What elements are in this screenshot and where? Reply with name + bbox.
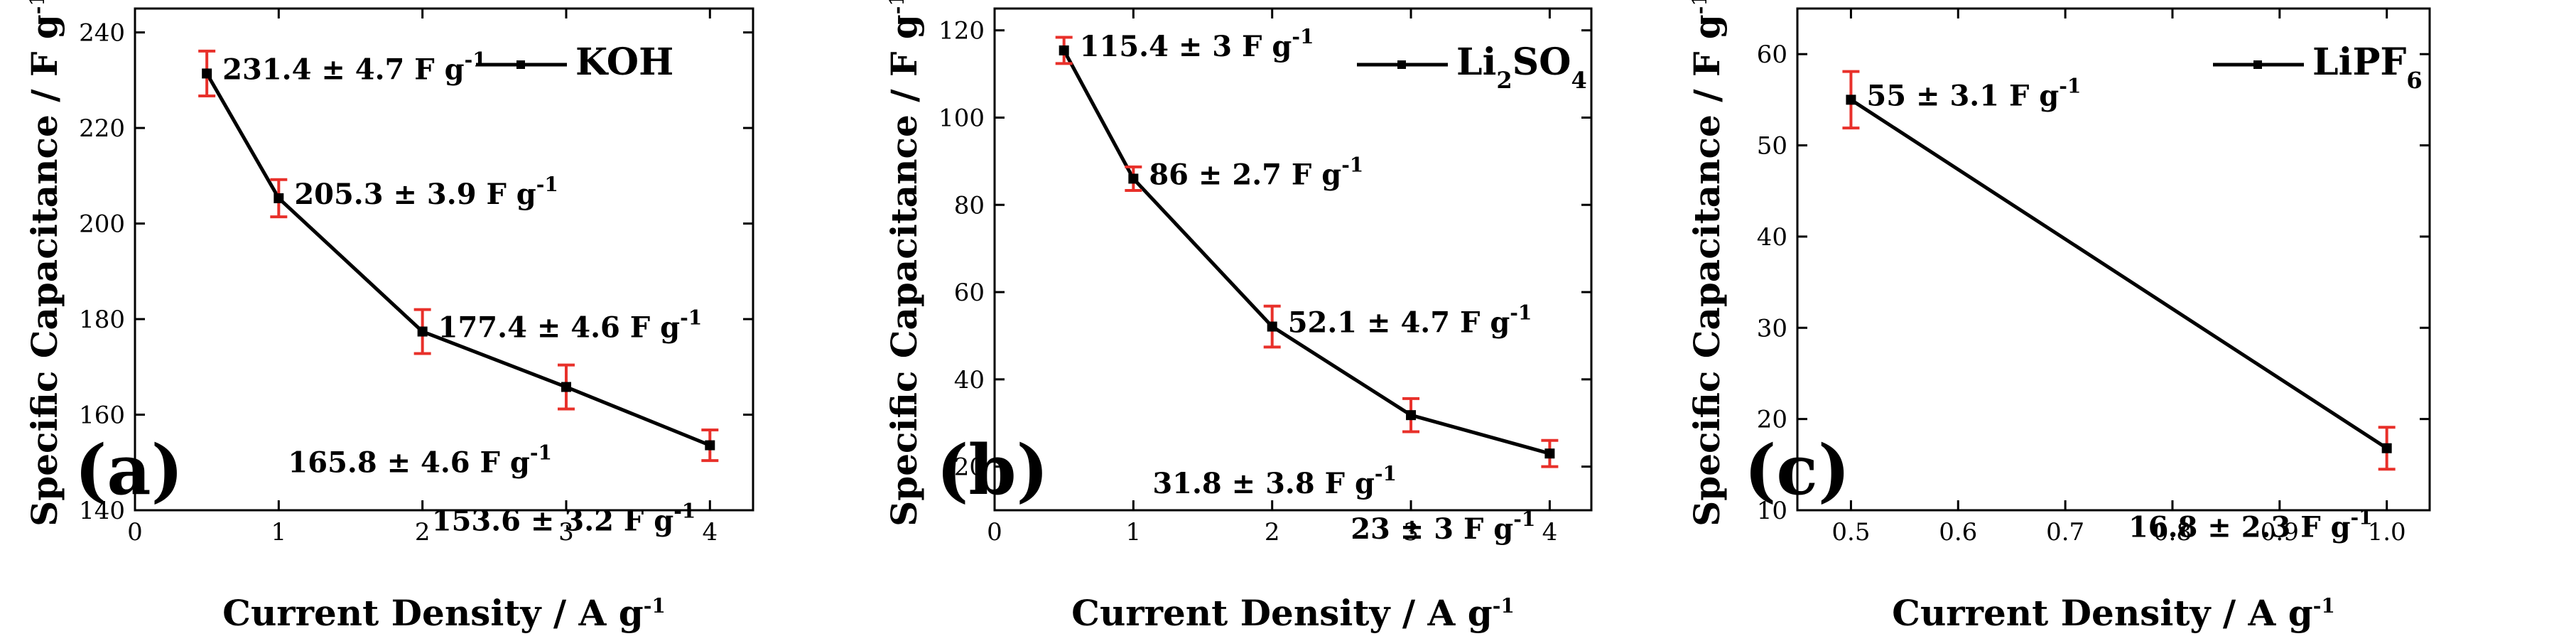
series-line: [1062, 49, 1551, 456]
data-label: 31.8 ± 3.8 F g-1: [1152, 462, 1397, 500]
x-axis-title: Current Density / A g-1: [1892, 592, 2335, 634]
legend-label: Li2SO4: [1456, 41, 1587, 94]
data-point: [1544, 448, 1555, 459]
data-label: 205.3 ± 3.9 F g-1: [294, 173, 558, 211]
x-tick-label: 2: [1265, 518, 1280, 546]
x-tick-label: 0: [127, 518, 143, 546]
plot-frame: [134, 7, 754, 512]
x-tick-label: 0.9: [2261, 518, 2299, 546]
data-point: [1846, 95, 1856, 105]
plot-frame: [993, 7, 1593, 512]
y-tick-label: 50: [1757, 132, 1787, 161]
x-tick-label: 2: [415, 518, 431, 546]
y-axis-title: Specific Capacitance / F g-1: [1686, 0, 1728, 527]
panel-label: (b): [936, 430, 1049, 510]
y-tick-label: 40: [954, 366, 985, 394]
data-label: 52.1 ± 4.7 F g-1: [1288, 301, 1532, 340]
legend-marker: [2253, 60, 2262, 69]
y-tick-label: 220: [79, 114, 125, 143]
x-axis-title: Current Density / A g-1: [222, 592, 666, 634]
data-label: 23 ± 3 F g-1: [1351, 507, 1535, 546]
y-tick-label: 240: [79, 19, 125, 48]
y-tick-label: 200: [79, 210, 125, 239]
y-tick-label: 60: [954, 279, 985, 307]
series-line: [205, 72, 711, 447]
y-tick-label: 100: [938, 104, 985, 132]
data-label: 16.8 ± 2.3 F g-1: [2128, 506, 2373, 544]
y-axis-title: Specific Capacitance / F g-1: [23, 0, 65, 527]
data-point: [274, 193, 284, 203]
y-tick-label: 60: [1757, 41, 1787, 69]
data-point: [705, 440, 715, 451]
data-label: 231.4 ± 4.7 F g-1: [222, 48, 487, 86]
x-tick-label: 0.6: [1939, 518, 1977, 546]
data-point: [1128, 173, 1139, 184]
data-label: 115.4 ± 3 F g-1: [1080, 25, 1314, 63]
y-tick-label: 160: [79, 402, 125, 430]
data-label: 153.6 ± 3.2 F g-1: [432, 500, 696, 538]
x-tick-label: 0.5: [1831, 518, 1870, 546]
y-tick-label: 120: [938, 17, 985, 45]
panel-label: (c): [1744, 430, 1850, 510]
x-tick-label: 3: [1403, 518, 1419, 546]
legend-marker: [516, 60, 525, 69]
y-tick-label: 10: [1757, 497, 1787, 525]
legend-marker: [1397, 60, 1406, 69]
x-tick-label: 3: [558, 518, 574, 546]
data-label: 165.8 ± 4.6 F g-1: [288, 441, 552, 480]
y-tick-label: 20: [954, 453, 985, 482]
legend-label: KOH: [575, 41, 673, 84]
panel-label: (a): [75, 430, 183, 510]
x-tick-label: 4: [1542, 518, 1558, 546]
y-tick-label: 20: [1757, 406, 1787, 434]
data-point: [202, 68, 212, 79]
y-tick-label: 180: [79, 306, 125, 334]
y-tick-label: 80: [954, 191, 985, 220]
data-point: [1059, 45, 1069, 55]
data-label: 177.4 ± 4.6 F g-1: [438, 306, 703, 345]
x-tick-label: 1: [1126, 518, 1142, 546]
data-point: [2381, 443, 2392, 453]
chart-panel-c: 0.5 0.6 0.7 0.8 0.9 1.0 10 20 30 40 50 60 Current De…: [1686, 0, 2431, 634]
data-label: 55 ± 3.1 F g-1: [1866, 74, 2081, 112]
y-tick-label: 30: [1757, 314, 1787, 343]
x-axis-title: Current Density / A g-1: [1071, 592, 1515, 634]
x-tick-label: 0.7: [2046, 518, 2084, 546]
legend-label: LiPF6: [2312, 41, 2423, 94]
x-tick-label: 0: [987, 518, 1002, 546]
x-tick-label: 0.8: [2153, 518, 2192, 546]
chart-panel-b: 0 1 2 3 4 20 40 60 80 100 120 Current Density / A g…: [883, 0, 1593, 634]
series-line: [1850, 98, 2388, 450]
data-point: [561, 382, 571, 392]
chart-panel-a: 0 1 2 3 4 140 160 180 200 220 240 Current Density /…: [23, 0, 754, 634]
y-axis-title: Specific Capacitance / F g-1: [883, 0, 925, 527]
data-label: 86 ± 2.7 F g-1: [1149, 153, 1363, 191]
data-point: [1406, 410, 1417, 421]
data-point: [417, 326, 428, 337]
y-tick-label: 140: [79, 497, 125, 525]
plot-frame: [1796, 7, 2431, 512]
data-point: [1267, 321, 1277, 332]
x-tick-label: 4: [702, 518, 718, 546]
x-tick-label: 1: [271, 518, 287, 546]
x-tick-label: 1.0: [2368, 518, 2406, 546]
y-tick-label: 40: [1757, 223, 1787, 252]
